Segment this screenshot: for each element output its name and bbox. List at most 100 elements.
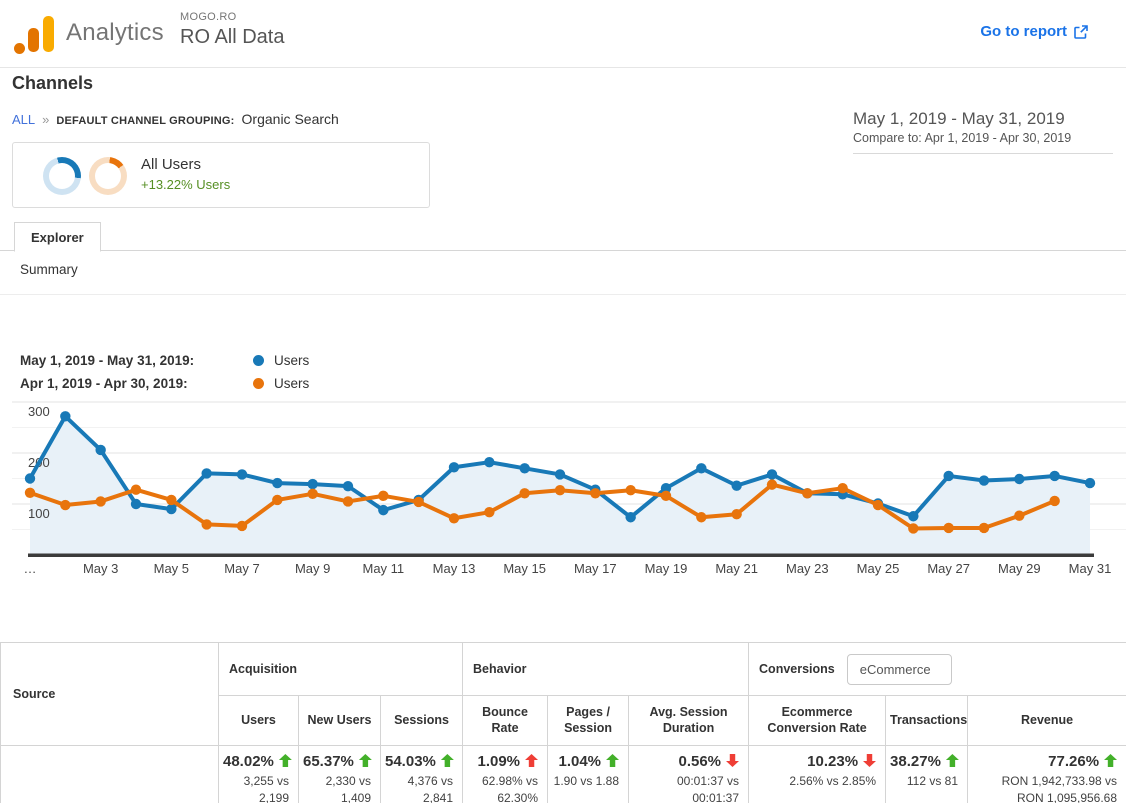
column-header-revenue[interactable]: Revenue — [967, 695, 1126, 746]
logo-dot — [14, 43, 25, 54]
date-range-primary: May 1, 2019 - May 31, 2019 — [853, 109, 1065, 128]
metric-comparison: 1.90 vs 1.88 — [553, 774, 620, 788]
column-header-new-users[interactable]: New Users — [298, 695, 381, 746]
metric-cell-1: 65.37% 2,330 vs 1,409 — [298, 745, 381, 803]
svg-text:May 5: May 5 — [154, 561, 189, 576]
svg-text:May 21: May 21 — [715, 561, 758, 576]
users-line-chart[interactable]: 300 200 100… May 3 May 5 May 7 May 9 May 11 May … — [0, 396, 1126, 591]
tab-row: Explorer — [0, 222, 1126, 252]
svg-text:May 29: May 29 — [998, 561, 1041, 576]
table-column-header-row: Users New Users Sessions Bounce Rate Pages /… — [1, 695, 1126, 746]
svg-text:May 7: May 7 — [224, 561, 259, 576]
metric-comparison: 00:01:37 vs 00:01:37 — [676, 774, 740, 803]
svg-text:May 13: May 13 — [433, 561, 476, 576]
conversions-goal-dropdown[interactable]: eCommerce — [846, 653, 952, 685]
arrow-up-icon — [1104, 754, 1118, 767]
toolbar-divider — [0, 294, 1126, 295]
breadcrumb-all-link[interactable]: ALL — [12, 112, 36, 127]
table-row: 48.02% 3,255 vs 2,199 65.37% 2,330 vs 1,409… — [0, 745, 1126, 803]
svg-text:May 25: May 25 — [857, 561, 900, 576]
chart-legend: May 1, 2019 - May 31, 2019: Users Apr 1, 2… — [20, 349, 309, 395]
date-range-compare: Compare to: Apr 1, 2019 - Apr 30, 2019 — [853, 131, 1072, 145]
brand-name: Analytics — [66, 19, 164, 46]
metric-comparison: 4,376 vs 2,841 — [407, 774, 454, 803]
segment-donut-chart-primary — [43, 157, 81, 195]
group-header-conversions: Conversions eCommerce — [748, 642, 1126, 696]
legend-series-label: Users — [274, 353, 310, 368]
svg-text:May 11: May 11 — [362, 561, 404, 576]
metric-cell-8: 77.26% RON 1,942,733.98 vs RON 1,095,956.… — [967, 745, 1126, 803]
metric-percent: 38.27% — [890, 753, 959, 770]
svg-text:100: 100 — [28, 506, 50, 521]
metric-comparison: 2,330 vs 1,409 — [325, 774, 371, 803]
logo-bar-tall — [43, 16, 54, 52]
svg-text:…: … — [24, 561, 37, 576]
metric-percent: 1.09% — [467, 753, 539, 770]
segment-delta: +13.22% Users — [141, 177, 231, 192]
svg-text:May 15: May 15 — [503, 561, 546, 576]
column-header-ecommerce-conversion-rate[interactable]: Ecommerce Conversion Rate — [748, 695, 887, 746]
svg-text:May 17: May 17 — [574, 561, 617, 576]
svg-text:May 9: May 9 — [295, 561, 330, 576]
arrow-up-icon — [525, 754, 539, 767]
group-header-acquisition: Acquisition — [217, 642, 464, 696]
tab-summary[interactable]: Summary — [20, 262, 78, 277]
legend-dot-icon — [253, 378, 264, 389]
segment-donut-chart-compare — [89, 157, 127, 195]
svg-text:May 27: May 27 — [927, 561, 970, 576]
google-analytics-logo-icon — [14, 14, 56, 54]
account-name: MOGO.RO — [180, 11, 237, 23]
metric-cell-3: 1.09% 62.98% vs 62.30% — [462, 745, 549, 803]
metric-percent: 1.04% — [552, 753, 620, 770]
legend-dot-icon — [253, 355, 264, 366]
logo-bar-mid — [28, 28, 39, 52]
column-header-source[interactable]: Source — [0, 642, 219, 746]
arrow-down-icon — [863, 754, 876, 767]
metric-comparison: 3,255 vs 2,199 — [243, 774, 289, 803]
metric-comparison: RON 1,942,733.98 vs RON 1,095,956.68 — [1001, 774, 1118, 803]
breadcrumb-dimension-label: DEFAULT CHANNEL GROUPING: — [56, 115, 235, 127]
column-header-users[interactable]: Users — [218, 695, 299, 746]
column-header-bounce-rate[interactable]: Bounce Rate — [462, 695, 549, 746]
group-header-behavior: Behavior — [462, 642, 750, 696]
breadcrumb-separator: » — [42, 112, 50, 127]
metric-cell-0: 48.02% 3,255 vs 2,199 — [218, 745, 299, 803]
metric-comparison: 112 vs 81 — [906, 774, 959, 788]
arrow-up-icon — [278, 754, 292, 767]
arrow-up-icon — [606, 754, 620, 767]
breadcrumb-dimension-value: Organic Search — [241, 111, 339, 127]
legend-row-0: May 1, 2019 - May 31, 2019: Users — [20, 349, 309, 372]
source-cell — [0, 745, 219, 803]
svg-text:May 23: May 23 — [786, 561, 829, 576]
legend-row-1: Apr 1, 2019 - Apr 30, 2019: Users — [20, 372, 309, 395]
metric-comparison: 2.56% vs 2.85% — [789, 774, 877, 788]
metric-percent: 77.26% — [972, 753, 1118, 770]
column-header-pages-session[interactable]: Pages / Session — [547, 695, 630, 746]
metric-cell-6: 10.23% 2.56% vs 2.85% — [748, 745, 887, 803]
arrow-down-icon — [726, 754, 739, 767]
segment-card-all-users[interactable]: All Users +13.22% Users — [12, 142, 430, 208]
metric-cell-4: 1.04% 1.90 vs 1.88 — [547, 745, 630, 803]
app-header: Analytics MOGO.RO RO All Data Go to repo… — [0, 0, 1126, 68]
metric-cell-7: 38.27% 112 vs 81 — [885, 745, 969, 803]
go-to-report-label: Go to report — [980, 23, 1067, 40]
svg-text:May 19: May 19 — [645, 561, 688, 576]
tab-explorer[interactable]: Explorer — [14, 222, 101, 252]
metric-percent: 0.56% — [633, 753, 739, 770]
column-header-sessions[interactable]: Sessions — [379, 695, 464, 746]
group-header-conversions-label: Conversions — [759, 662, 835, 676]
column-header-avg-session-duration[interactable]: Avg. Session Duration — [628, 695, 750, 746]
go-to-report-link[interactable]: Go to report — [980, 23, 1088, 40]
external-link-icon — [1074, 24, 1088, 39]
column-header-transactions[interactable]: Transactions — [885, 695, 969, 746]
svg-text:300: 300 — [28, 404, 50, 419]
date-range[interactable]: May 1, 2019 - May 31, 2019 Compare to: A… — [853, 109, 1113, 154]
property-name: RO All Data — [180, 26, 285, 48]
arrow-up-icon — [358, 754, 372, 767]
breadcrumb: ALL » DEFAULT CHANNEL GROUPING: Organic … — [12, 111, 339, 127]
page-title: Channels — [12, 73, 94, 93]
metric-percent: 48.02% — [223, 753, 292, 770]
account-block: MOGO.RO RO All Data — [180, 11, 284, 49]
svg-text:May 3: May 3 — [83, 561, 118, 576]
